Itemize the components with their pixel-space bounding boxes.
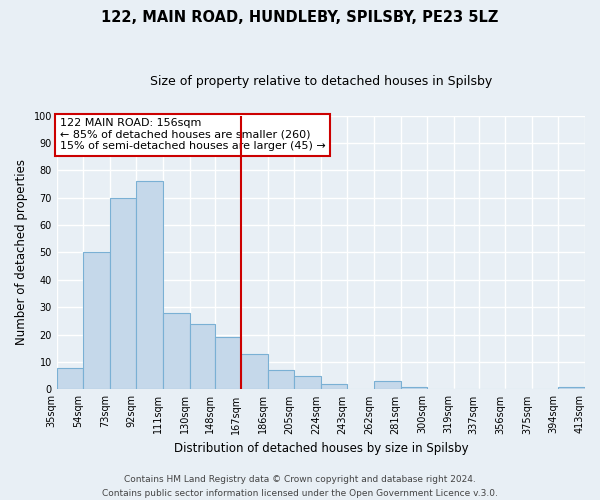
- Bar: [110, 198, 136, 390]
- X-axis label: Distribution of detached houses by size in Spilsby: Distribution of detached houses by size …: [173, 442, 468, 455]
- Text: 122, MAIN ROAD, HUNDLEBY, SPILSBY, PE23 5LZ: 122, MAIN ROAD, HUNDLEBY, SPILSBY, PE23 …: [101, 10, 499, 25]
- Bar: [136, 182, 163, 390]
- Bar: [163, 312, 190, 390]
- Bar: [215, 338, 241, 390]
- Bar: [57, 368, 83, 390]
- Bar: [401, 386, 427, 390]
- Bar: [374, 381, 401, 390]
- Bar: [321, 384, 347, 390]
- Bar: [295, 376, 321, 390]
- Text: 122 MAIN ROAD: 156sqm
← 85% of detached houses are smaller (260)
15% of semi-det: 122 MAIN ROAD: 156sqm ← 85% of detached …: [59, 118, 325, 152]
- Bar: [241, 354, 268, 390]
- Bar: [559, 386, 585, 390]
- Y-axis label: Number of detached properties: Number of detached properties: [15, 160, 28, 346]
- Bar: [268, 370, 295, 390]
- Bar: [83, 252, 110, 390]
- Text: Contains HM Land Registry data © Crown copyright and database right 2024.
Contai: Contains HM Land Registry data © Crown c…: [102, 476, 498, 498]
- Title: Size of property relative to detached houses in Spilsby: Size of property relative to detached ho…: [150, 75, 492, 88]
- Bar: [190, 324, 215, 390]
